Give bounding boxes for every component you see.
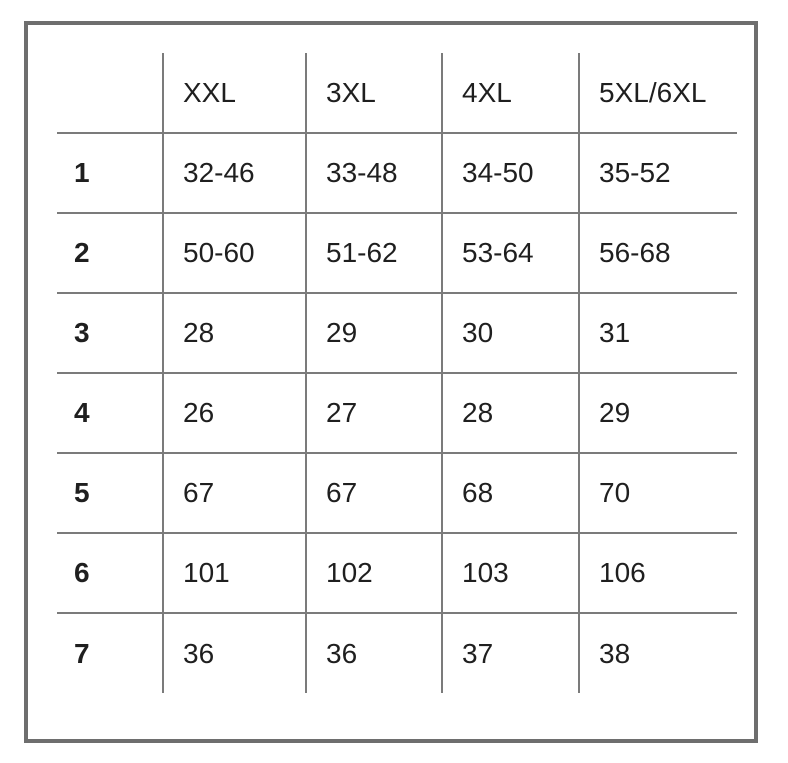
column-header: 5XL/6XL — [578, 52, 738, 134]
value-cell: 51-62 — [305, 212, 443, 294]
value-cell: 28 — [441, 372, 580, 454]
size-table-body: 1 32-46 33-48 34-50 35-52 2 50-60 51-62 53-64 56-… — [56, 132, 738, 694]
value-cell: 33-48 — [305, 132, 443, 214]
column-header: XXL — [162, 52, 307, 134]
row-label-cell: 1 — [56, 132, 164, 214]
row-label-cell: 2 — [56, 212, 164, 294]
column-header: 4XL — [441, 52, 580, 134]
value-cell: 67 — [305, 452, 443, 534]
value-cell: 31 — [578, 292, 738, 374]
row-label-cell: 4 — [56, 372, 164, 454]
value-cell: 53-64 — [441, 212, 580, 294]
value-cell: 27 — [305, 372, 443, 454]
table-row: 3 28 29 30 31 — [56, 292, 738, 374]
value-cell: 34-50 — [441, 132, 580, 214]
table-outer-frame — [24, 21, 758, 743]
size-table-header: XXL 3XL 4XL 5XL/6XL — [56, 52, 738, 134]
value-cell: 37 — [441, 612, 580, 694]
row-label-cell: 5 — [56, 452, 164, 534]
table-row: 2 50-60 51-62 53-64 56-68 — [56, 212, 738, 294]
table-row: 7 36 36 37 38 — [56, 612, 738, 694]
value-cell: 103 — [441, 532, 580, 614]
row-label-cell: 3 — [56, 292, 164, 374]
value-cell: 36 — [162, 612, 307, 694]
corner-cell — [56, 52, 164, 134]
value-cell: 70 — [578, 452, 738, 534]
column-header: 3XL — [305, 52, 443, 134]
value-cell: 56-68 — [578, 212, 738, 294]
value-cell: 29 — [578, 372, 738, 454]
value-cell: 102 — [305, 532, 443, 614]
table-row: 6 101 102 103 106 — [56, 532, 738, 614]
table-row: 5 67 67 68 70 — [56, 452, 738, 534]
value-cell: 67 — [162, 452, 307, 534]
table-row: 4 26 27 28 29 — [56, 372, 738, 454]
value-cell: 26 — [162, 372, 307, 454]
size-table: XXL 3XL 4XL 5XL/6XL 1 32-46 33-48 34-50 35-52 2 5… — [56, 52, 738, 694]
value-cell: 68 — [441, 452, 580, 534]
value-cell: 28 — [162, 292, 307, 374]
header-row: XXL 3XL 4XL 5XL/6XL — [56, 52, 738, 134]
value-cell: 38 — [578, 612, 738, 694]
value-cell: 35-52 — [578, 132, 738, 214]
value-cell: 101 — [162, 532, 307, 614]
value-cell: 32-46 — [162, 132, 307, 214]
row-label-cell: 6 — [56, 532, 164, 614]
value-cell: 29 — [305, 292, 443, 374]
table-row: 1 32-46 33-48 34-50 35-52 — [56, 132, 738, 214]
value-cell: 36 — [305, 612, 443, 694]
value-cell: 106 — [578, 532, 738, 614]
value-cell: 50-60 — [162, 212, 307, 294]
value-cell: 30 — [441, 292, 580, 374]
row-label-cell: 7 — [56, 612, 164, 694]
